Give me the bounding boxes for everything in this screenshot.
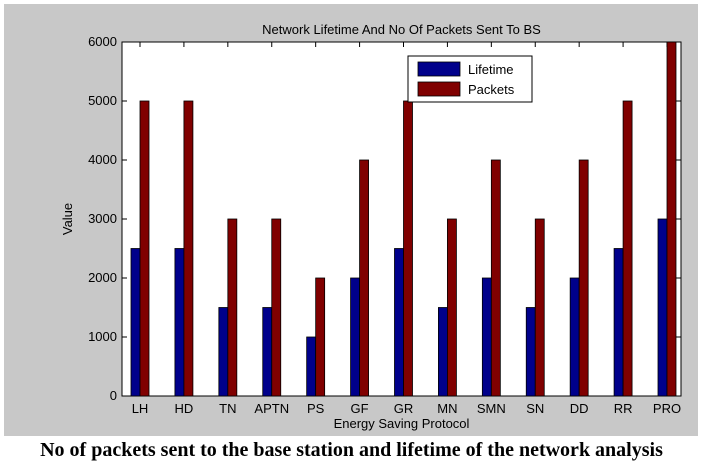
bar-packets-sn [534,218,545,397]
bar-lifetime-ps [306,336,317,397]
x-tick-label: DD [570,401,589,416]
bar-packets-rr [622,100,633,397]
y-tick-label: 0 [110,388,117,403]
bar-lifetime-sn [525,307,536,397]
x-tick-label: PS [307,401,325,416]
bar-packets-hd [183,100,194,397]
bar-packets-mn [447,218,457,397]
bar-packets-pro [666,41,677,397]
x-tick-label: TN [219,401,236,416]
legend-label-packets: Packets [468,82,515,97]
x-tick-label: HD [175,401,194,416]
bar-lifetime-smn [481,277,492,397]
figure-caption: No of packets sent to the base station a… [40,439,663,461]
y-tick-label: 6000 [88,34,117,49]
bar-lifetime-dd [569,277,580,397]
chart-title: Network Lifetime And No Of Packets Sent … [262,22,541,37]
figure-panel: Network Lifetime And No Of Packets Sent … [4,4,698,436]
bar-lifetime-gf [350,277,360,397]
x-tick-label: LH [132,401,149,416]
bar-packets-tn [227,218,238,397]
y-tick-label: 5000 [88,93,117,108]
bar-packets-ps [315,277,326,397]
x-tick-label: MN [437,401,457,416]
x-tick-label: PRO [653,401,681,416]
x-tick-label: SMN [477,401,506,416]
bars [130,41,677,397]
legend: Lifetime Packets [407,55,533,103]
y-tick-label: 1000 [88,329,117,344]
legend-swatch-packets [417,81,461,97]
bar-chart: Network Lifetime And No Of Packets Sent … [60,22,682,431]
x-tick-label: RR [614,401,633,416]
legend-label-lifetime: Lifetime [468,62,514,77]
y-tick-label: 3000 [88,211,117,226]
bar-packets-aptn [271,218,282,397]
y-axis-title: Value [60,203,75,235]
x-axis-title: Energy Saving Protocol [334,416,470,431]
bar-lifetime-rr [613,248,624,397]
bar-lifetime-hd [174,248,185,397]
bar-lifetime-tn [218,307,229,397]
bar-packets-smn [490,159,501,397]
y-tick-label: 4000 [88,152,117,167]
bar-lifetime-gr [394,248,404,397]
bar-packets-gr [403,100,413,397]
x-tick-label: GF [351,401,369,416]
bar-packets-gf [359,159,369,397]
bar-packets-dd [578,159,589,397]
bar-lifetime-mn [438,307,448,397]
bar-lifetime-pro [657,218,668,397]
bar-lifetime-lh [130,248,141,397]
x-tick-label: SN [526,401,544,416]
x-tick-label: GR [394,401,414,416]
x-tick-label: APTN [254,401,289,416]
y-tick-label: 2000 [88,270,117,285]
bar-lifetime-aptn [262,307,273,397]
bar-packets-lh [139,100,150,397]
legend-swatch-lifetime [417,61,461,77]
axis-ticks: 0 1000 2000 3000 4000 5000 6000 LH HD TN APTN PS GF G… [88,34,681,416]
